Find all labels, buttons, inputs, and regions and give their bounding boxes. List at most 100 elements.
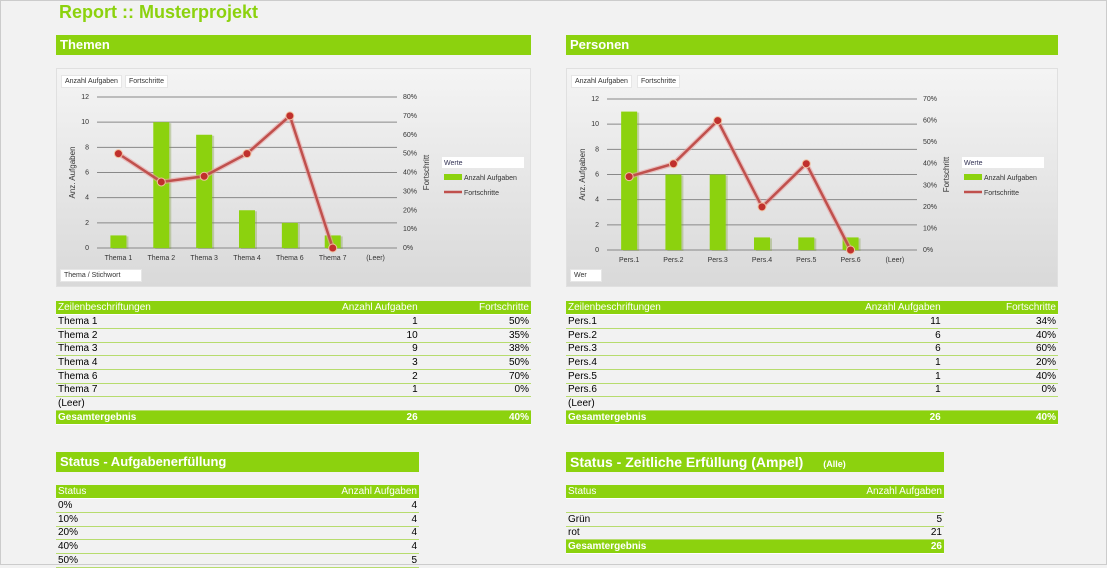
x-tick-label: (Leer) (886, 257, 905, 264)
table-cell: 5 (758, 512, 944, 527)
table-row[interactable]: Pers.2 6 40% (566, 328, 1058, 343)
table-row[interactable]: Thema 1 1 50% (56, 314, 531, 329)
column-header[interactable]: Zeilenbeschriftungen (566, 301, 773, 316)
line-series (117, 113, 334, 249)
table-row[interactable]: rot 21 (566, 526, 944, 541)
table-cell: 1 (772, 369, 943, 384)
y-tick-label: 10 (81, 119, 89, 126)
column-header[interactable]: Fortschritte (942, 301, 1058, 316)
y-tick-label: 4 (85, 195, 89, 202)
line-point (846, 245, 856, 255)
table-cell: 38% (419, 342, 531, 357)
table-cell (758, 498, 944, 513)
table-row[interactable]: Pers.5 1 40% (566, 369, 1058, 384)
table-row[interactable]: 50% 5 (56, 553, 419, 568)
legend-title-box (442, 157, 524, 168)
field-button-fortschritte[interactable]: Fortschritte (125, 75, 169, 88)
y-tick-label: 10 (591, 121, 599, 128)
y2-axis-title: Fortschritt (942, 156, 951, 192)
table-cell: Thema 6 (56, 369, 256, 384)
table-cell: 40% (942, 328, 1058, 343)
y2-tick-label: 40% (403, 170, 417, 177)
legend-title: Werte (444, 160, 463, 167)
table-cell: 1 (255, 314, 420, 329)
total-row: Gesamtergebnis 26 40% (566, 410, 1058, 425)
table-cell: 1 (772, 383, 943, 398)
table-cell: 4 (160, 498, 419, 513)
legend-swatch-bar (964, 174, 982, 180)
axis-field-button[interactable]: Wer (570, 269, 602, 282)
table-row[interactable]: Pers.4 1 20% (566, 355, 1058, 370)
y-tick-label: 2 (85, 220, 89, 227)
table-row[interactable]: 20% 4 (56, 526, 419, 541)
line-point (801, 159, 811, 169)
field-button-fortschritte[interactable]: Fortschritte (637, 75, 681, 88)
total-cell: 26 (772, 410, 943, 425)
legend-label: Fortschritte (984, 190, 1019, 197)
table-row[interactable]: Thema 4 3 50% (56, 355, 531, 370)
y2-tick-label: 50% (923, 139, 937, 146)
table-cell: 35% (419, 328, 531, 343)
column-header[interactable]: Zeilenbeschriftungen (56, 301, 256, 316)
total-row: Gesamtergebnis 26 40% (56, 410, 531, 425)
table-cell: 4 (160, 526, 419, 541)
y2-axis-title: Fortschritt (422, 154, 431, 190)
column-header[interactable]: Anzahl Aufgaben (160, 485, 419, 500)
table-row[interactable]: 40% 4 (56, 539, 419, 554)
table-row[interactable] (566, 498, 944, 513)
table-cell: rot (566, 526, 759, 541)
y2-tick-label: 0% (923, 247, 933, 254)
line-point (156, 177, 166, 187)
table-cell: (Leer) (566, 396, 773, 411)
table-cell: 20% (942, 355, 1058, 370)
table-row[interactable]: Thema 3 9 38% (56, 342, 531, 357)
table-row[interactable]: Thema 6 2 70% (56, 369, 531, 384)
table-cell: 4 (160, 512, 419, 527)
column-header[interactable]: Anzahl Aufgaben (255, 301, 420, 316)
table-cell: Thema 1 (56, 314, 256, 329)
filter-value[interactable]: (Alle) (823, 459, 846, 469)
column-header[interactable]: Fortschritte (419, 301, 531, 316)
table-cell: 6 (772, 342, 943, 357)
column-header[interactable]: Anzahl Aufgaben (772, 301, 943, 316)
table-row[interactable]: (Leer) (566, 396, 1058, 411)
table-cell: 40% (56, 539, 161, 554)
table-cell (255, 396, 420, 411)
table-row[interactable]: Grün 5 (566, 512, 944, 527)
table-row[interactable]: Thema 7 1 0% (56, 383, 531, 398)
x-tick-label: Thema 1 (105, 255, 133, 262)
table-row[interactable]: Pers.6 1 0% (566, 383, 1058, 398)
table-cell: 10% (56, 512, 161, 527)
column-header[interactable]: Anzahl Aufgaben (758, 485, 944, 500)
total-cell: 40% (419, 410, 531, 425)
table-cell: 1 (255, 383, 420, 398)
table-row[interactable]: 10% 4 (56, 512, 419, 527)
table-cell: Thema 7 (56, 383, 256, 398)
table-cell (566, 498, 759, 513)
y2-tick-label: 70% (923, 96, 937, 103)
table-cell: Pers.1 (566, 314, 773, 329)
field-button-anzahl[interactable]: Anzahl Aufgaben (571, 75, 632, 88)
line-point (285, 111, 295, 121)
axis-field-button[interactable]: Thema / Stichwort (60, 269, 142, 282)
section-personen: Personen (566, 35, 1058, 55)
column-header[interactable]: Status (566, 485, 759, 500)
y2-tick-label: 80% (403, 94, 417, 101)
x-tick-label: Thema 4 (233, 255, 261, 262)
table-row[interactable]: (Leer) (56, 396, 531, 411)
table-row[interactable]: Pers.3 6 60% (566, 342, 1058, 357)
bar (196, 134, 213, 248)
table-row[interactable]: 0% 4 (56, 498, 419, 513)
table-cell: Pers.4 (566, 355, 773, 370)
table-row[interactable]: Pers.1 11 34% (566, 314, 1058, 329)
table-cell: Pers.2 (566, 328, 773, 343)
table-row[interactable]: Thema 2 10 35% (56, 328, 531, 343)
table-cell: Pers.6 (566, 383, 773, 398)
y-tick-label: 0 (85, 245, 89, 252)
y-tick-label: 12 (591, 96, 599, 103)
line-point (757, 202, 767, 212)
table-cell: 0% (56, 498, 161, 513)
table-cell: Pers.5 (566, 369, 773, 384)
field-button-anzahl[interactable]: Anzahl Aufgaben (61, 75, 122, 88)
column-header[interactable]: Status (56, 485, 161, 500)
